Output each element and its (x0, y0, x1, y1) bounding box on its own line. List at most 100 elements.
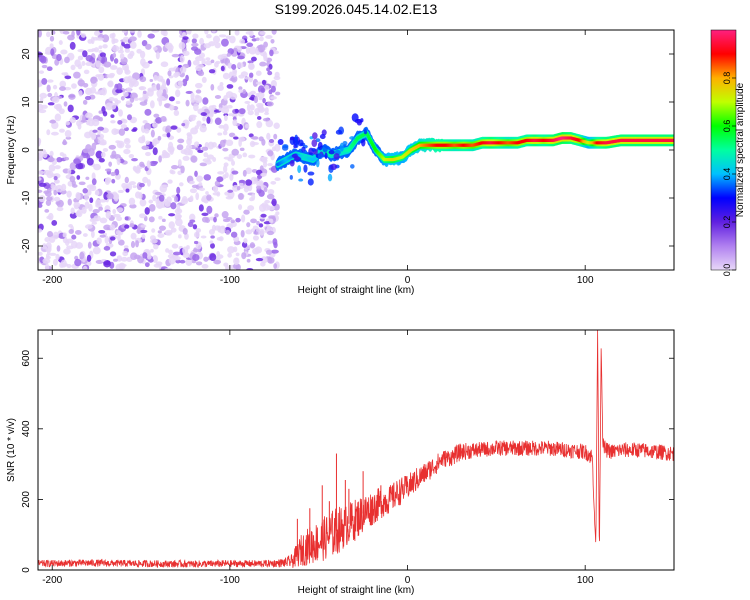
noise-speckle (144, 262, 150, 268)
noise-speckle (231, 160, 236, 166)
noise-speckle (41, 64, 48, 69)
noise-speckle (104, 168, 112, 172)
ridge-core (671, 138, 674, 142)
noise-speckle (250, 90, 256, 95)
noise-speckle (67, 168, 72, 175)
noise-speckle (252, 235, 259, 241)
spectrogram-xlabel: Height of straight line (km) (298, 285, 415, 296)
noise-speckle (113, 58, 119, 64)
noise-speckle (158, 225, 167, 231)
noise-speckle (204, 30, 209, 35)
noise-speckle (219, 139, 226, 148)
noise-speckle (262, 161, 268, 168)
noise-speckle (270, 249, 279, 254)
noise-speckle (182, 36, 189, 40)
noise-speckle (95, 189, 100, 195)
noise-speckle (255, 37, 260, 41)
noise-speckle (186, 30, 192, 35)
noise-speckle (253, 95, 259, 104)
noise-speckle (77, 79, 85, 87)
noise-speckle (239, 38, 246, 44)
snr-series-layer (38, 330, 674, 568)
noise-speckle (225, 139, 234, 147)
noise-speckle (266, 101, 274, 107)
spectrogram-x-ticks: -200 -100 0 100 (42, 30, 594, 286)
noise-speckle (71, 83, 77, 89)
noise-speckle (109, 65, 118, 70)
noise-speckle (248, 46, 257, 55)
noise-speckle (152, 194, 157, 202)
noise-speckle (127, 75, 133, 83)
noise-speckle (62, 139, 67, 146)
noise-speckle (139, 198, 147, 207)
noise-speckle (88, 203, 93, 212)
noise-speckle (98, 66, 105, 74)
noise-speckle (82, 148, 90, 154)
noise-speckle (139, 76, 147, 83)
noise-speckle (46, 129, 51, 136)
noise-speckle (198, 52, 206, 59)
noise-speckle (217, 54, 224, 60)
noise-speckle (218, 34, 227, 38)
transition-blob (291, 153, 298, 158)
noise-speckle (38, 177, 42, 181)
noise-speckle (206, 205, 213, 214)
noise-speckle (111, 178, 116, 184)
noise-speckle (242, 152, 248, 158)
noise-speckle (125, 188, 130, 193)
noise-speckle (179, 182, 184, 187)
noise-speckle (265, 249, 273, 255)
noise-speckle (152, 123, 158, 128)
noise-speckle (243, 238, 248, 244)
noise-speckle (141, 39, 148, 47)
noise-speckle (103, 260, 111, 268)
x-tick-label: 100 (577, 275, 594, 286)
noise-speckle (85, 55, 94, 62)
noise-speckle (182, 50, 190, 56)
noise-speckle (60, 49, 68, 55)
noise-speckle (275, 211, 280, 216)
transition-blob (324, 152, 328, 160)
noise-speckle (255, 257, 264, 262)
noise-speckle (178, 234, 182, 239)
noise-speckle (139, 161, 145, 167)
noise-speckle (226, 217, 233, 221)
noise-speckle (251, 168, 258, 173)
noise-speckle (73, 71, 81, 79)
transition-blob (363, 129, 368, 135)
noise-speckle (192, 248, 201, 253)
noise-speckle (171, 164, 179, 170)
noise-speckle (193, 240, 199, 245)
noise-speckle (206, 154, 215, 160)
noise-speckle (249, 197, 254, 202)
noise-speckle (56, 157, 63, 163)
noise-speckle (161, 218, 166, 223)
transition-blob (317, 141, 323, 151)
noise-speckle (168, 96, 175, 102)
noise-speckle (230, 231, 238, 238)
noise-speckle (194, 94, 200, 99)
y-tick-label: 0 (21, 567, 32, 573)
noise-speckle (238, 192, 244, 200)
noise-speckle (54, 179, 60, 184)
noise-speckle (49, 119, 57, 124)
noise-speckle (139, 229, 148, 234)
noise-speckle (273, 133, 278, 140)
noise-speckle (267, 188, 275, 195)
noise-speckle (162, 89, 167, 97)
noise-speckle (243, 209, 250, 215)
noise-speckle (170, 202, 177, 210)
noise-speckle (124, 69, 131, 75)
noise-speckle (129, 30, 136, 33)
noise-speckle (239, 147, 245, 152)
noise-speckle (270, 180, 277, 185)
noise-speckle (181, 30, 187, 33)
noise-speckle (38, 189, 43, 193)
noise-speckle (146, 160, 151, 169)
noise-speckle (241, 252, 247, 260)
noise-speckle (181, 123, 186, 127)
noise-speckle (53, 196, 61, 202)
noise-speckle (185, 144, 193, 150)
noise-speckle (246, 267, 254, 270)
